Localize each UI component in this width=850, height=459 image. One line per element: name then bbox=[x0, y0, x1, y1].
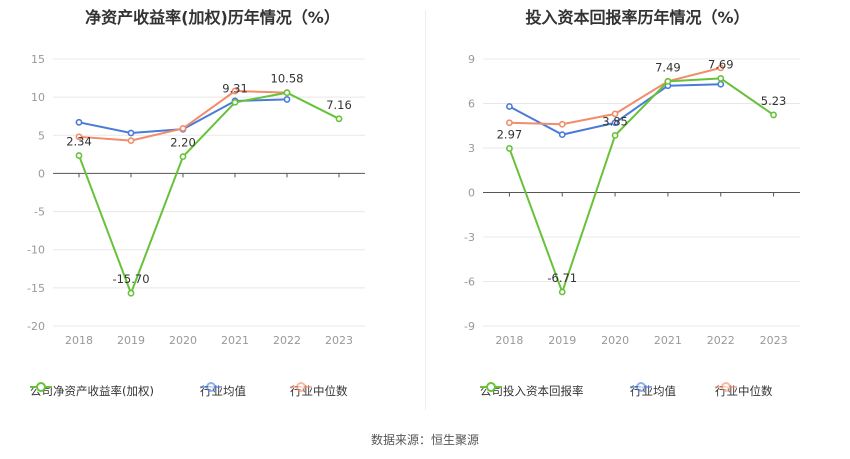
x-tick-label: 2018 bbox=[65, 334, 93, 347]
y-tick-label: 9 bbox=[468, 53, 475, 66]
data-label: 7.49 bbox=[655, 60, 681, 74]
data-point bbox=[558, 120, 566, 128]
x-tick-label: 2020 bbox=[601, 334, 629, 347]
y-tick-label: -15 bbox=[27, 282, 45, 295]
data-point bbox=[127, 129, 135, 137]
data-point bbox=[75, 133, 83, 141]
data-point bbox=[75, 118, 83, 126]
data-point bbox=[611, 131, 619, 139]
legend-item[interactable]: 公司投入资本回报率 bbox=[480, 381, 584, 401]
roic-line-chart: 9 6 3 0 -3 -6 -9 2018 2019 2020 2021 2022 2023 2.97 -6… bbox=[464, 53, 800, 347]
x-tick-label: 2020 bbox=[169, 334, 197, 347]
x-tick-label: 2021 bbox=[654, 334, 682, 347]
legend-item[interactable]: 行业均值 bbox=[630, 381, 676, 401]
y-tick-label: -6 bbox=[464, 276, 475, 289]
data-point bbox=[770, 111, 777, 119]
data-label: 2.20 bbox=[170, 136, 196, 150]
legend-marker-icon bbox=[30, 382, 52, 392]
legend-marker-icon bbox=[480, 382, 502, 392]
data-label: 7.16 bbox=[326, 98, 352, 112]
y-tick-label: 5 bbox=[38, 129, 45, 142]
y-tick-label: -5 bbox=[34, 206, 45, 219]
data-point bbox=[558, 131, 566, 139]
roic-legend: 公司投入资本回报率 行业均值 行业中位数 bbox=[425, 381, 850, 401]
data-point bbox=[179, 125, 187, 132]
roe-legend: 公司净资产收益率(加权) 行业均值 行业中位数 bbox=[0, 381, 425, 401]
data-point bbox=[179, 153, 187, 161]
x-tick-label: 2018 bbox=[495, 334, 523, 347]
data-point bbox=[75, 152, 83, 159]
x-tick-label: 2021 bbox=[221, 334, 249, 347]
data-point bbox=[506, 145, 513, 152]
roe-line-chart: 15 10 5 0 -5 -10 -15 -20 2018 2019 2020 2021 2022 202… bbox=[27, 53, 365, 347]
y-tick-label: 15 bbox=[31, 53, 45, 66]
data-point bbox=[283, 89, 291, 97]
data-point bbox=[717, 80, 725, 88]
data-point bbox=[611, 110, 619, 118]
roic-chart-panel: 投入资本回报率历年情况（%） 9 6 3 0 -3 -6 -9 2018 2019 2020 202… bbox=[425, 0, 850, 420]
x-tick-label: 2022 bbox=[273, 334, 301, 347]
data-point bbox=[335, 115, 343, 123]
data-label: 2.34 bbox=[66, 135, 92, 149]
data-point bbox=[558, 288, 566, 296]
data-point bbox=[231, 87, 239, 95]
data-label: 10.58 bbox=[271, 72, 304, 86]
legend-label: 公司投入资本回报率 bbox=[480, 384, 584, 398]
y-tick-label: -9 bbox=[464, 320, 475, 333]
data-point bbox=[664, 77, 672, 85]
y-tick-label: 10 bbox=[31, 91, 45, 104]
data-label: 5.23 bbox=[761, 94, 787, 108]
legend-item[interactable]: 行业中位数 bbox=[290, 381, 348, 401]
legend-item[interactable]: 行业中位数 bbox=[715, 381, 773, 401]
data-label: -6.71 bbox=[547, 271, 577, 285]
x-tick-label: 2019 bbox=[548, 334, 576, 347]
data-label: 3.85 bbox=[602, 114, 628, 128]
series-line-0 bbox=[78, 91, 340, 297]
data-point bbox=[717, 64, 725, 72]
y-tick-label: -3 bbox=[464, 231, 475, 244]
series-line-0 bbox=[508, 77, 775, 296]
data-point bbox=[717, 75, 725, 82]
chart-title: 投入资本回报率历年情况（%） bbox=[525, 8, 750, 27]
legend-marker-icon bbox=[715, 382, 737, 392]
y-tick-label: 0 bbox=[468, 187, 475, 200]
data-source-note: 数据来源：恒生聚源 bbox=[370, 433, 479, 447]
data-point bbox=[506, 119, 513, 127]
legend-marker-icon bbox=[630, 382, 652, 392]
x-tick-label: 2023 bbox=[325, 334, 353, 347]
y-tick-label: -20 bbox=[27, 320, 45, 333]
legend-label: 公司净资产收益率(加权) bbox=[30, 384, 154, 398]
data-label: 7.69 bbox=[708, 57, 734, 71]
x-tick-label: 2019 bbox=[117, 334, 145, 347]
y-tick-label: -10 bbox=[27, 244, 45, 257]
data-point bbox=[506, 103, 513, 110]
legend-item[interactable]: 公司净资产收益率(加权) bbox=[30, 381, 154, 401]
legend-marker-icon bbox=[200, 382, 222, 392]
roe-chart-panel: 净资产收益率(加权)历年情况（%） 15 10 5 0 -5 -10 -15 -20 2018 2… bbox=[0, 0, 425, 420]
legend-marker-icon bbox=[290, 382, 312, 392]
y-tick-label: 3 bbox=[468, 142, 475, 155]
y-tick-label: 0 bbox=[38, 167, 45, 180]
chart-title: 净资产收益率(加权)历年情况（%） bbox=[85, 8, 340, 27]
data-point bbox=[127, 289, 135, 297]
data-point bbox=[283, 96, 291, 103]
panel-divider bbox=[425, 10, 426, 410]
data-label: 9.31 bbox=[222, 81, 248, 95]
data-point bbox=[127, 137, 135, 145]
data-label: 2.97 bbox=[497, 127, 523, 141]
data-point bbox=[231, 99, 239, 106]
y-tick-label: 6 bbox=[468, 98, 475, 111]
x-tick-label: 2023 bbox=[760, 334, 788, 347]
data-label: -15.70 bbox=[112, 272, 149, 286]
legend-item[interactable]: 行业均值 bbox=[200, 381, 246, 401]
x-tick-label: 2022 bbox=[707, 334, 735, 347]
data-point bbox=[611, 119, 619, 127]
